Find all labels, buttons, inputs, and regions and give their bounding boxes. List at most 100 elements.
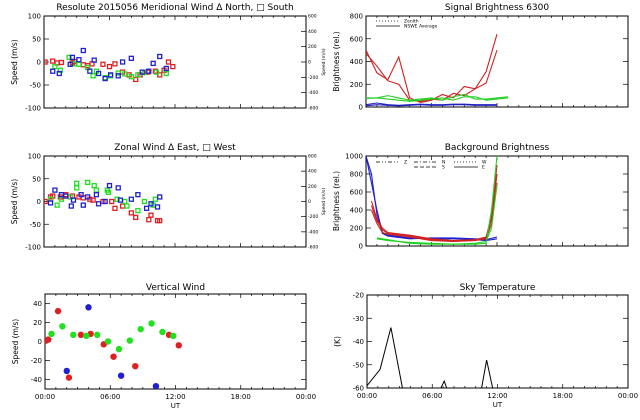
y-tick-label: 200: [350, 81, 363, 89]
legend-label: Z: [404, 160, 407, 166]
data-point: [112, 205, 118, 211]
data-point: [115, 73, 121, 79]
data-point: [128, 74, 134, 80]
y-axis-label: Speed (m/s): [10, 39, 19, 85]
data-point: [90, 73, 96, 79]
y-axis-label: Brightness (rel.): [332, 171, 341, 231]
data-point: [105, 189, 112, 196]
x-tick-label: 00:00: [357, 392, 377, 400]
data-layer: [367, 327, 494, 388]
series-line-red-2: [366, 49, 498, 102]
series-line-green-1: [376, 156, 498, 245]
data-point: [57, 67, 64, 73]
data-point: [67, 61, 73, 67]
data-layer: [44, 47, 176, 83]
data-layer: [366, 34, 508, 107]
data-point: [93, 192, 100, 198]
panel-skytemp: Sky Temperature 00:00 06:00 12:00 18:00 00:00…: [333, 283, 638, 409]
data-point: [152, 68, 159, 74]
data-point: [119, 59, 126, 65]
data-point: [47, 200, 54, 206]
y-tick-label: 0: [359, 104, 363, 112]
right-y-tick-label: -400: [308, 229, 318, 235]
data-point: [152, 382, 160, 389]
data-point: [52, 63, 58, 70]
right-y-tick-label: 200: [308, 184, 317, 190]
data-point: [148, 320, 155, 327]
y-tick-label: 800: [350, 171, 363, 179]
y-tick-label: -60: [353, 385, 364, 393]
data-point: [135, 207, 141, 214]
y-tick-label: -50: [353, 361, 364, 369]
series-line-red-1: [366, 34, 498, 104]
right-y-axis-label: Speed (m/s): [321, 188, 327, 216]
data-point: [109, 198, 115, 205]
data-point: [115, 70, 121, 76]
right-y-tick-label: -400: [308, 90, 318, 96]
y-tick-label: 400: [350, 207, 363, 215]
series-line-green-2: [376, 184, 498, 245]
data-point: [54, 202, 60, 208]
data-point: [44, 59, 48, 65]
data-point: [63, 367, 70, 375]
data-point: [45, 336, 52, 343]
series-line-blue-2: [366, 156, 498, 241]
series-line-green-2: [366, 96, 508, 102]
data-point: [117, 372, 125, 379]
data-point: [90, 197, 96, 203]
data-point: [163, 70, 169, 77]
panel-zonal: Zonal Wind Δ East, □ West -100 -50 0 50 100 Sp…: [10, 143, 327, 252]
right-y-tick-label: -600: [308, 245, 318, 251]
y-tick-label: 800: [350, 13, 363, 21]
data-point: [104, 338, 112, 345]
data-point: [94, 331, 101, 339]
series-line-blue-1: [366, 102, 497, 106]
data-point: [85, 304, 92, 311]
y-axis-label: Speed (m/s): [10, 179, 19, 225]
x-tick-label: 12:00: [165, 393, 185, 401]
y-tick-label: 600: [350, 35, 363, 43]
data-point: [54, 307, 62, 315]
series-line-blue-2: [366, 104, 497, 107]
y-tick-label: -100: [25, 105, 41, 113]
data-point: [122, 198, 128, 205]
y-tick-label: 40: [33, 300, 42, 308]
data-point: [52, 187, 58, 193]
panel-background: Background Brightness 0 200 400 600 800 1000 Br…: [332, 143, 629, 251]
right-y-tick-label: 600: [308, 14, 317, 20]
chart-title: Vertical Wind: [146, 283, 205, 293]
data-point: [170, 332, 177, 339]
legend-label: N: [442, 160, 445, 166]
data-point: [95, 201, 102, 207]
series-line-sky-temp-2: [440, 379, 448, 388]
data-point: [85, 194, 91, 200]
x-tick-label: 18:00: [231, 393, 251, 401]
x-tick-label: 06:00: [422, 392, 442, 400]
series-line-sky-temp-1: [367, 327, 403, 388]
data-point: [154, 204, 161, 210]
series-line-sky-temp-3: [481, 359, 494, 388]
data-point: [68, 203, 74, 209]
data-point: [175, 342, 182, 349]
y-tick-label: -50: [30, 221, 41, 229]
data-point: [102, 75, 108, 82]
y-tick-label: -30: [353, 315, 364, 323]
x-axis-label: UT: [171, 402, 181, 410]
data-point: [122, 71, 128, 77]
x-tick-label: 18:00: [553, 392, 573, 400]
data-point: [110, 353, 117, 360]
data-point: [115, 185, 121, 191]
data-point: [106, 182, 113, 189]
legend-label: S: [442, 165, 445, 171]
data-point: [146, 68, 152, 74]
data-point: [48, 330, 55, 338]
data-point: [80, 202, 86, 208]
data-point: [114, 196, 120, 202]
chart-title: Zonal Wind Δ East, □ West: [114, 143, 236, 153]
x-tick-label: 00:00: [618, 392, 638, 400]
data-point: [146, 217, 152, 223]
y-tick-label: 400: [350, 58, 363, 66]
data-point: [100, 61, 106, 67]
data-point: [143, 205, 150, 211]
data-point: [119, 203, 126, 209]
